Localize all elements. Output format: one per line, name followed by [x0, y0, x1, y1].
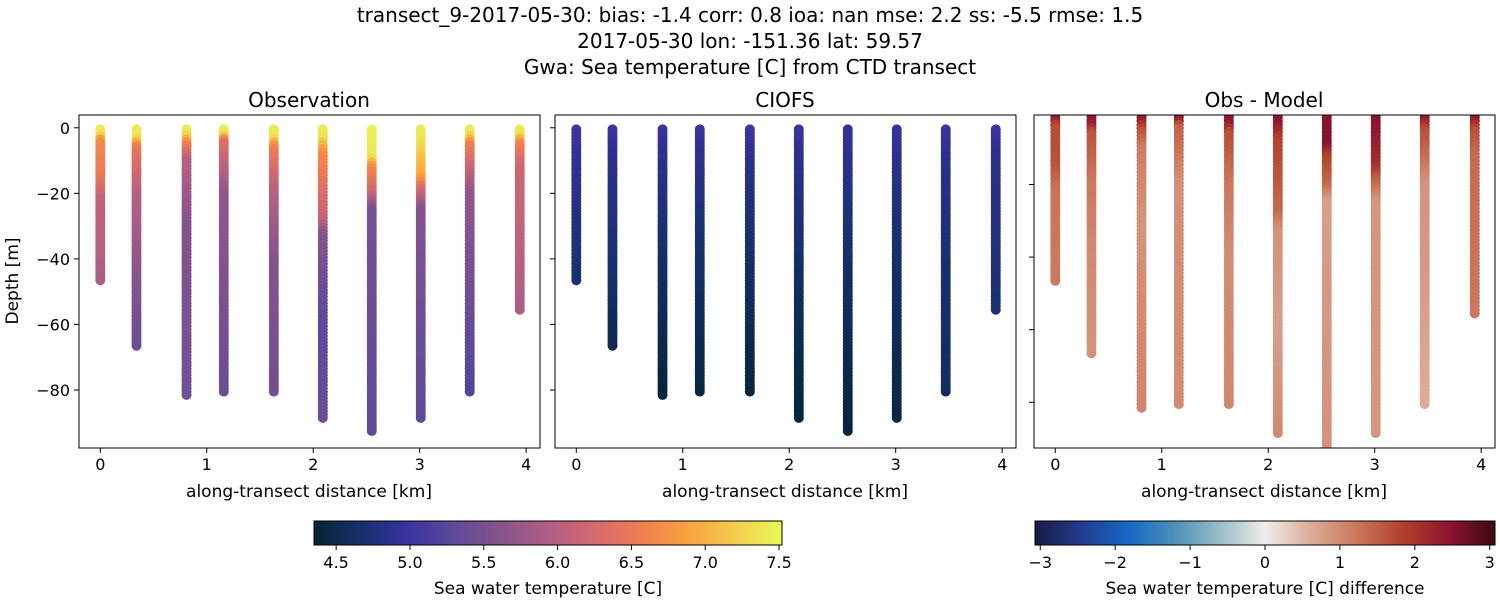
x-tick-label: 1	[678, 455, 688, 474]
panel-title-ciofs: CIOFS	[755, 88, 814, 112]
axes-frame	[554, 114, 1017, 449]
x-axis-label-observation: along-transect distance [km]	[186, 482, 432, 502]
scatter-points-panel-3	[1050, 115, 1480, 448]
x-tick-label: 2	[308, 455, 318, 474]
scatter-points-panel-1	[95, 124, 525, 436]
y-tick-label: −60	[36, 315, 70, 334]
data-point	[464, 386, 475, 397]
data-point	[842, 425, 853, 436]
data-point	[1136, 402, 1147, 413]
colorbar-tick-label: 6.5	[619, 553, 644, 572]
colorbar-tick-label: 7.5	[766, 553, 791, 572]
data-point	[366, 425, 377, 436]
figure-title-line-1: transect_9-2017-05-30: bias: -1.4 corr: …	[357, 3, 1143, 27]
colorbar-2	[1034, 520, 1496, 546]
x-tick-label: 0	[95, 455, 105, 474]
data-point	[514, 304, 525, 315]
data-point	[1370, 428, 1381, 439]
data-point	[744, 386, 755, 397]
figure-title-line-2: 2017-05-30 lon: -151.36 lat: 59.57	[577, 29, 923, 53]
colorbar-tick-label: −1	[1178, 553, 1202, 572]
colorbar-1	[313, 520, 783, 546]
data-point	[571, 275, 582, 286]
data-point	[1223, 399, 1234, 410]
x-tick-label: 3	[891, 455, 901, 474]
colorbar-tick-label: 4.5	[323, 553, 348, 572]
data-point	[1419, 399, 1430, 410]
colorbar-tick-label: 5.0	[397, 553, 422, 572]
data-point	[317, 412, 328, 423]
colorbar-tick-label: 3	[1485, 553, 1495, 572]
colorbar-tick-label: 1	[1335, 553, 1345, 572]
colorbar-tick-label: 5.5	[471, 553, 496, 572]
data-point	[940, 386, 951, 397]
panel-title-observation: Observation	[248, 88, 370, 112]
y-tick-label: −20	[36, 184, 70, 203]
colorbar-tick-label: −3	[1028, 553, 1052, 572]
x-tick-label: 4	[521, 455, 531, 474]
figure-title-line-3: Gwa: Sea temperature [C] from CTD transe…	[524, 55, 976, 79]
colorbar-label-temperature: Sea water temperature [C]	[434, 579, 662, 599]
colorbar-tick-label: 0	[1260, 553, 1270, 572]
data-point	[1321, 442, 1332, 448]
x-tick-label: 4	[1476, 455, 1486, 474]
axes-frame	[1033, 114, 1496, 449]
panel-title-obs-minus-model: Obs - Model	[1205, 88, 1324, 112]
data-point	[415, 412, 426, 423]
data-point	[1272, 428, 1283, 439]
colorbar-tick-label: 7.0	[693, 553, 718, 572]
data-point	[218, 386, 229, 397]
data-point	[891, 412, 902, 423]
x-axis-label-obs-minus-model: along-transect distance [km]	[1141, 482, 1387, 502]
y-tick-label: 0	[60, 119, 70, 138]
x-tick-label: 0	[571, 455, 581, 474]
x-tick-label: 4	[997, 455, 1007, 474]
data-point	[1173, 399, 1184, 410]
x-tick-label: 1	[1157, 455, 1167, 474]
y-tick-label: −80	[36, 381, 70, 400]
data-point	[1050, 275, 1061, 286]
data-point	[1086, 348, 1097, 359]
colorbar-tick-label: −2	[1103, 553, 1127, 572]
data-point	[1469, 308, 1480, 319]
x-tick-label: 3	[1370, 455, 1380, 474]
x-tick-label: 1	[202, 455, 212, 474]
y-axis-label: Depth [m]	[3, 237, 23, 324]
x-tick-label: 3	[415, 455, 425, 474]
x-tick-label: 0	[1050, 455, 1060, 474]
x-axis-label-ciofs: along-transect distance [km]	[662, 482, 908, 502]
data-point	[657, 389, 668, 400]
colorbar-label-difference: Sea water temperature [C] difference	[1105, 579, 1424, 599]
y-tick-label: −40	[36, 250, 70, 269]
data-point	[181, 389, 192, 400]
data-point	[793, 412, 804, 423]
data-point	[268, 386, 279, 397]
colorbar-tick-label: 6.0	[545, 553, 570, 572]
axes-frame	[78, 114, 541, 449]
scatter-points-panel-2	[571, 124, 1001, 436]
x-tick-label: 2	[1263, 455, 1273, 474]
data-point	[95, 275, 106, 286]
colorbar-tick-label: 2	[1410, 553, 1420, 572]
x-tick-label: 2	[784, 455, 794, 474]
data-point	[131, 340, 142, 351]
data-point	[694, 386, 705, 397]
data-point	[990, 304, 1001, 315]
data-point	[607, 340, 618, 351]
